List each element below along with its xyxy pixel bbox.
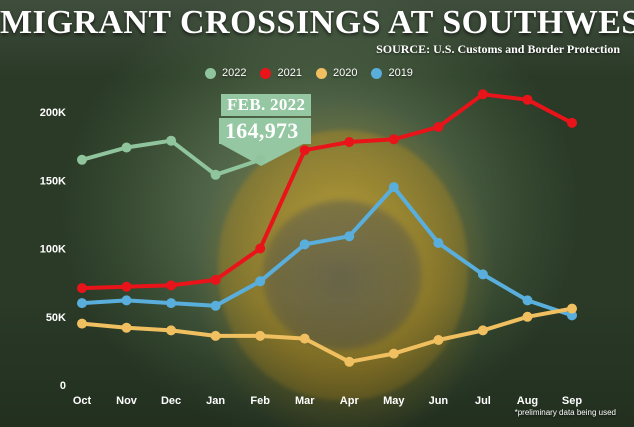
data-point-2022 [210, 169, 221, 180]
background-badge-seal [262, 200, 422, 350]
callout: FEB. 2022 164,973 [219, 94, 312, 144]
x-tick-label: Nov [116, 395, 138, 407]
data-point-2020 [255, 330, 266, 341]
legend-item-2020: 2020 [315, 67, 358, 79]
x-tick-label: Apr [340, 395, 360, 407]
series-line-2020 [80, 306, 574, 364]
data-point-2020 [477, 325, 488, 336]
data-point-2020 [210, 330, 221, 341]
data-point-2020 [522, 311, 533, 322]
data-point-2019 [477, 269, 488, 280]
x-tick-label: Oct [73, 395, 92, 407]
legend-label: 2020 [332, 67, 358, 79]
data-point-2021 [210, 274, 221, 285]
series-line-2019 [80, 185, 574, 318]
data-point-2019 [255, 276, 266, 287]
data-point-2021 [255, 243, 266, 254]
legend-swatch [315, 67, 327, 79]
chart-title: MIGRANT CROSSINGS AT SOUTHWEST BORDER [0, 4, 634, 41]
source-label: SOURCE: U.S. Customs and Border Protecti… [376, 42, 620, 56]
legend-swatch [205, 67, 216, 79]
legend-label: 2022 [222, 67, 247, 79]
data-point-2020 [567, 303, 577, 314]
x-tick-label: Feb [250, 395, 270, 407]
y-tick-label: 50K [46, 312, 66, 324]
data-point-2019 [299, 239, 310, 250]
data-point-2022 [77, 154, 87, 165]
x-tick-label: Sep [562, 395, 582, 407]
data-point-2021 [166, 280, 177, 291]
legend-swatch [371, 67, 383, 79]
data-point-2020 [77, 318, 87, 329]
data-point-2019 [210, 300, 221, 311]
data-point-2021 [522, 94, 533, 105]
data-point-2021 [477, 89, 488, 100]
data-point-2021 [388, 134, 399, 145]
legend: 2022 2021 2020 2019 [205, 63, 413, 83]
data-point-2021 [567, 117, 577, 128]
data-point-2021 [433, 122, 444, 132]
data-point-2021 [344, 137, 355, 147]
data-point-2020 [388, 348, 399, 359]
data-point-2019 [121, 295, 132, 306]
data-point-2020 [433, 335, 444, 345]
legend-item-2021: 2021 [260, 67, 302, 79]
data-point-2022 [166, 135, 177, 146]
data-point-2021 [299, 145, 310, 156]
x-tick-label: Jul [475, 395, 491, 407]
data-point-2020 [299, 333, 310, 344]
data-point-2021 [121, 281, 132, 292]
data-point-2021 [77, 283, 87, 294]
x-axis: Oct Nov Dec Jan Feb Mar Apr May Jun Jul Aug Sep [73, 395, 583, 407]
series-2021 [77, 89, 577, 294]
x-tick-label: Jan [206, 395, 225, 407]
callout-value: 164,973 [219, 118, 312, 144]
data-point-2019 [433, 238, 444, 248]
series-layer [77, 89, 577, 367]
legend-item-2022: 2022 [205, 67, 246, 79]
x-tick-label: Mar [295, 395, 315, 407]
legend-label: 2021 [277, 67, 302, 79]
series-line-2021 [80, 92, 574, 291]
data-point-2022 [255, 154, 266, 165]
callout-pointer [219, 143, 305, 166]
series-2022 [77, 135, 266, 180]
legend-label: 2019 [388, 67, 413, 79]
data-point-2022 [121, 142, 132, 153]
y-axis: 0 50K 100K 150K 200K [40, 107, 66, 392]
x-tick-label: May [383, 395, 405, 407]
series-2020 [77, 303, 577, 367]
x-tick-label: Aug [517, 395, 538, 407]
data-point-2020 [344, 356, 355, 367]
data-point-2019 [522, 295, 533, 306]
series-2019 [77, 182, 577, 321]
legend-item-2019: 2019 [371, 67, 413, 79]
data-point-2019 [166, 298, 177, 309]
data-point-2020 [121, 322, 132, 333]
data-point-2019 [388, 182, 399, 193]
footnote: *preliminary data being used [514, 408, 616, 417]
x-tick-label: Jun [429, 395, 449, 407]
y-tick-label: 150K [40, 175, 66, 187]
data-point-2019 [77, 298, 87, 309]
legend-swatch [260, 67, 272, 79]
y-tick-label: 200K [40, 107, 66, 119]
y-tick-label: 0 [60, 380, 66, 392]
y-tick-label: 100K [40, 244, 66, 256]
x-tick-label: Dec [161, 395, 181, 407]
data-point-2019 [344, 231, 355, 242]
callout-date: FEB. 2022 [221, 94, 312, 116]
data-point-2020 [166, 325, 177, 336]
